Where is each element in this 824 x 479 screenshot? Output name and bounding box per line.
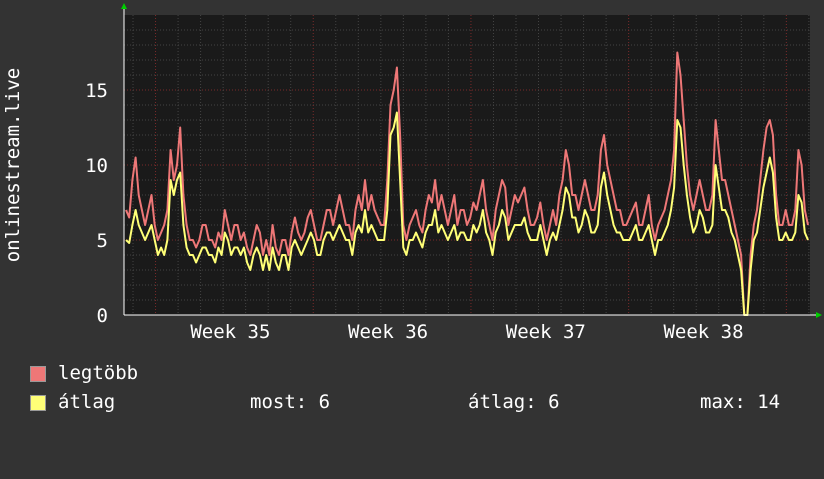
legend-item-avg: átlag <box>30 391 115 479</box>
series-line-avg <box>125 111 809 316</box>
x-axis-arrow <box>816 312 822 318</box>
x-tick-label: Week 37 <box>506 321 586 343</box>
y-tick-label: 15 <box>85 80 108 102</box>
chart-container: 0 5 10 15 Week 35 Week 36 Week 37 Week 38 online… <box>2 3 822 413</box>
x-tick-label: Week 35 <box>190 321 270 343</box>
x-tick-label: Week 36 <box>348 321 428 343</box>
legend-swatch-max <box>30 366 46 382</box>
chart-svg: 0 5 10 15 Week 35 Week 36 Week 37 Week 38 online… <box>2 3 822 343</box>
stat-max: max: 14 <box>700 391 781 413</box>
series-line-max <box>125 51 809 316</box>
stat-avg: átlag: 6 <box>468 391 560 413</box>
y-tick-label: 0 <box>97 305 108 327</box>
y-axis-arrow <box>121 3 127 9</box>
y-tick-label: 10 <box>85 155 108 177</box>
legend-label-max: legtöbb <box>58 362 139 384</box>
legend-item-max: legtöbb <box>30 362 138 450</box>
legend-label-avg: átlag <box>58 391 116 413</box>
legend-swatch-avg <box>30 395 46 411</box>
y-axis-label: onlinestream.live <box>2 68 24 262</box>
x-tick-label: Week 38 <box>663 321 743 343</box>
y-tick-label: 5 <box>97 230 108 252</box>
stat-now: most: 6 <box>250 391 331 413</box>
